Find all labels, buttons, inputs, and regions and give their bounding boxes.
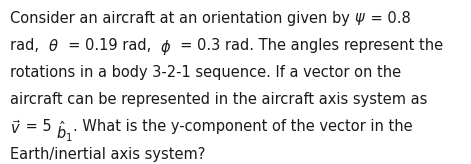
Text: = 0.8: = 0.8 [366, 11, 411, 26]
Text: $\vec{v}$: $\vec{v}$ [10, 119, 21, 137]
Text: rad,: rad, [10, 38, 48, 53]
Text: Earth/inertial axis system?: Earth/inertial axis system? [10, 146, 205, 162]
Text: $\hat{b}_1$: $\hat{b}_1$ [56, 119, 73, 144]
Text: . What is the y-component of the vector in the: . What is the y-component of the vector … [73, 119, 413, 134]
Text: = 0.3 rad. The angles represent the: = 0.3 rad. The angles represent the [171, 38, 443, 53]
Text: = 5: = 5 [21, 119, 56, 134]
Text: aircraft can be represented in the aircraft axis system as: aircraft can be represented in the aircr… [10, 92, 427, 107]
Text: $\psi$: $\psi$ [354, 11, 366, 27]
Text: rotations in a body 3-2-1 sequence. If a vector on the: rotations in a body 3-2-1 sequence. If a… [10, 65, 401, 80]
Text: = 0.19 rad,: = 0.19 rad, [59, 38, 160, 53]
Text: $\phi$: $\phi$ [160, 38, 171, 57]
Text: $\theta$: $\theta$ [48, 38, 59, 54]
Text: Consider an aircraft at an orientation given by: Consider an aircraft at an orientation g… [10, 11, 354, 26]
